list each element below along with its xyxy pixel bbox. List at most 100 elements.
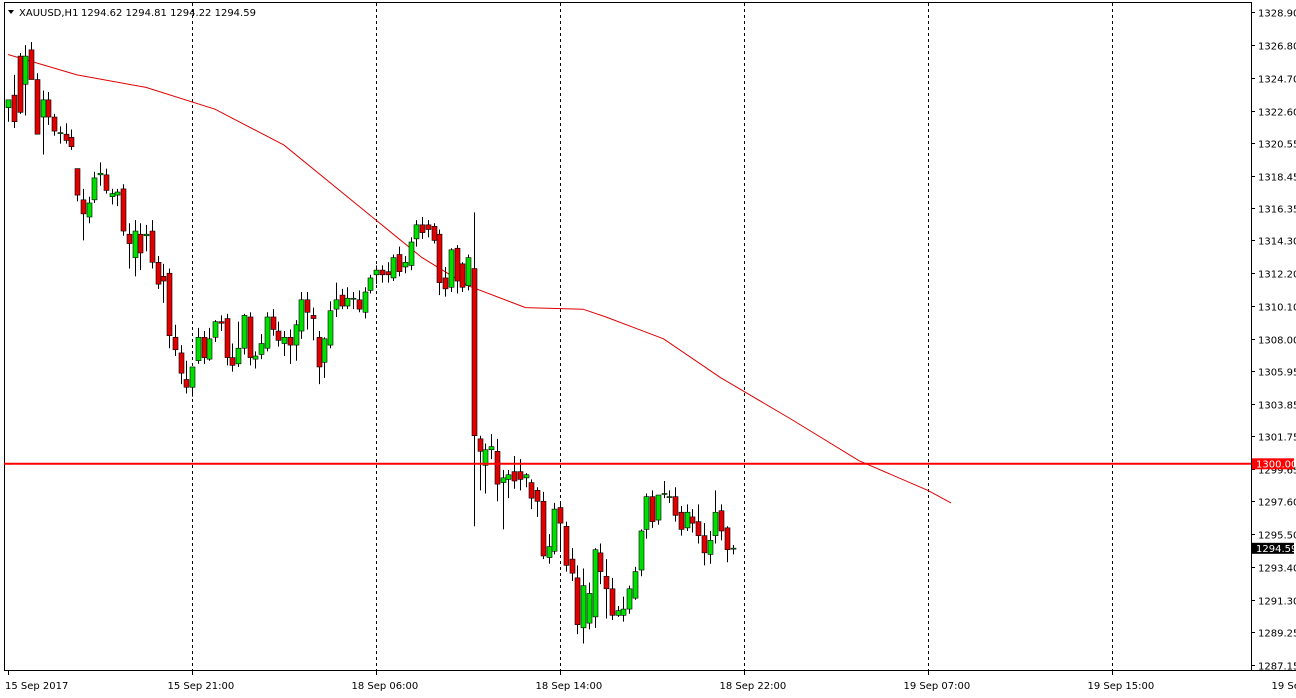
candle-body (454, 247, 461, 282)
candle (626, 585, 633, 614)
candle-body (638, 530, 645, 571)
candle (431, 223, 438, 244)
candle-body (695, 521, 702, 536)
candle (402, 256, 409, 274)
candle-body (540, 500, 547, 557)
candle (574, 565, 581, 635)
candle (91, 171, 98, 203)
candle (586, 582, 593, 630)
candle (396, 246, 403, 277)
candle (678, 505, 685, 536)
candle (86, 196, 93, 224)
candle-body (666, 496, 673, 498)
candle-body (183, 379, 190, 388)
candle-body (97, 172, 104, 176)
candle (97, 162, 104, 186)
candle (505, 470, 512, 499)
candle-body (304, 299, 311, 313)
candle (528, 479, 535, 510)
candle (425, 220, 432, 238)
candle (408, 237, 415, 271)
candle-body (609, 588, 616, 616)
candle-body (258, 343, 265, 355)
candle-body (718, 510, 725, 532)
price-tick-label: 1322.60 (1258, 108, 1296, 119)
candle-body (287, 336, 294, 346)
candle (310, 307, 317, 341)
candle-body (534, 490, 541, 502)
candle (661, 480, 668, 499)
candle (632, 566, 639, 600)
candle-body (63, 133, 70, 141)
candle (137, 223, 144, 271)
candle (178, 345, 185, 385)
symbol-label: XAUUSD,H1 (19, 8, 78, 19)
candle-body (275, 330, 282, 341)
candle (258, 334, 265, 360)
candle (448, 248, 455, 292)
candle (534, 487, 541, 517)
candle-body (310, 315, 317, 319)
price-tick-label: 1297.60 (1258, 498, 1296, 509)
candle-body (327, 310, 334, 346)
candle (17, 52, 24, 114)
candle-body (80, 199, 87, 215)
price-tick-label: 1318.45 (1258, 173, 1296, 184)
candle-body (143, 233, 150, 237)
candle-body (22, 55, 29, 85)
candle (695, 504, 702, 544)
price-tick-label: 1308.00 (1258, 336, 1296, 347)
candle-body (523, 474, 530, 479)
candle (655, 494, 662, 525)
candle-body (189, 366, 196, 388)
candle (436, 229, 443, 296)
candle-body (569, 558, 576, 574)
candle (511, 455, 518, 489)
candle (356, 290, 363, 313)
candle (298, 291, 305, 339)
candle-body (51, 116, 58, 132)
candle (609, 577, 616, 621)
candle-body (379, 269, 386, 276)
candle (206, 327, 213, 361)
candle-body (247, 316, 254, 358)
candle-body (425, 224, 432, 230)
bid-price-tag: 1294.59 (1252, 542, 1296, 555)
candle (275, 321, 282, 347)
candle-body (264, 316, 271, 349)
candle (195, 327, 202, 364)
candle (442, 266, 449, 297)
candle-body (419, 224, 426, 233)
candle-body (626, 588, 633, 610)
candle-body (333, 299, 340, 310)
candle-body (707, 540, 714, 555)
candle-body (678, 511, 685, 530)
candle (569, 548, 576, 581)
chart-header: XAUUSD,H1 1294.62 1294.81 1294.22 1294.5… (8, 8, 256, 19)
candle-body (488, 446, 495, 451)
candle (321, 337, 328, 378)
candle (350, 291, 357, 310)
candle-body (120, 188, 127, 232)
candle (270, 309, 277, 336)
candle (666, 490, 673, 503)
candle (494, 438, 501, 502)
price-axis-ticks: 1328.90 1326.80 1324.70 1322.60 1320.55 1318.… (1251, 9, 1296, 673)
candle-body (160, 276, 167, 282)
candle-body (350, 297, 357, 300)
time-tick-label: 15 Sep 21:00 (168, 681, 235, 692)
candle (166, 268, 173, 349)
candle-body (339, 294, 346, 307)
candle-body (235, 347, 242, 365)
candle (281, 331, 288, 357)
candle-body (701, 535, 708, 554)
candle-body (74, 168, 81, 196)
candle (373, 265, 380, 285)
candle-body (494, 451, 501, 485)
candle-body (28, 49, 35, 80)
candle-body (373, 269, 380, 276)
candle-body (103, 174, 110, 191)
dropdown-triangle-icon[interactable] (8, 10, 14, 14)
